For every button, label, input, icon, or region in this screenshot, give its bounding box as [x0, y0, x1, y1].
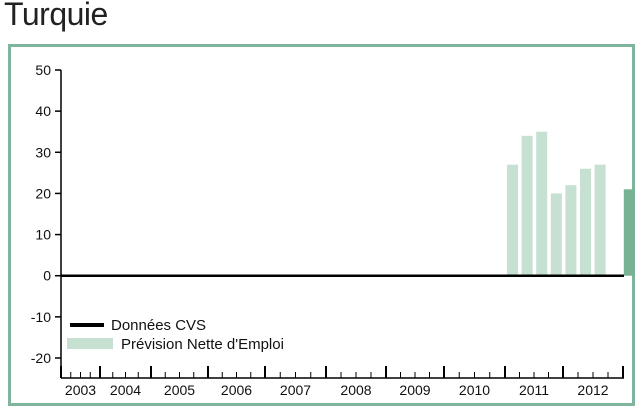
bar	[594, 164, 606, 276]
x-tick-label: 2012	[577, 382, 608, 398]
x-tick-label: 2011	[519, 382, 549, 398]
y-tick-label: 20	[35, 185, 51, 201]
y-tick-label: -10	[31, 309, 51, 325]
bar	[565, 185, 577, 276]
x-tick-label: 2007	[280, 382, 311, 398]
y-tick-label: -20	[31, 350, 51, 366]
bar	[550, 193, 562, 276]
x-tick-label: 2009	[399, 382, 430, 398]
x-tick-label: 2010	[459, 382, 490, 398]
x-tick-label: 2003	[65, 382, 96, 398]
legend-label: Prévision Nette d'Emploi	[121, 336, 284, 353]
x-tick-label: 2005	[164, 382, 195, 398]
y-tick-label: 10	[35, 227, 51, 243]
legend-swatch-bar	[67, 338, 113, 349]
y-tick-label: 0	[43, 268, 51, 284]
chart-title: Turquie	[4, 0, 108, 32]
bar	[623, 189, 635, 276]
bar	[521, 135, 533, 276]
y-tick-label: 40	[35, 103, 51, 119]
y-tick-label: 50	[35, 62, 51, 78]
y-tick-label: 30	[35, 144, 51, 160]
x-tick-label: 2004	[110, 382, 141, 398]
x-tick-label: 2008	[340, 382, 371, 398]
bar	[507, 164, 518, 276]
bar	[580, 168, 591, 276]
legend-label: Données CVS	[111, 317, 206, 334]
x-tick-label: 2006	[221, 382, 252, 398]
bar	[536, 131, 548, 276]
